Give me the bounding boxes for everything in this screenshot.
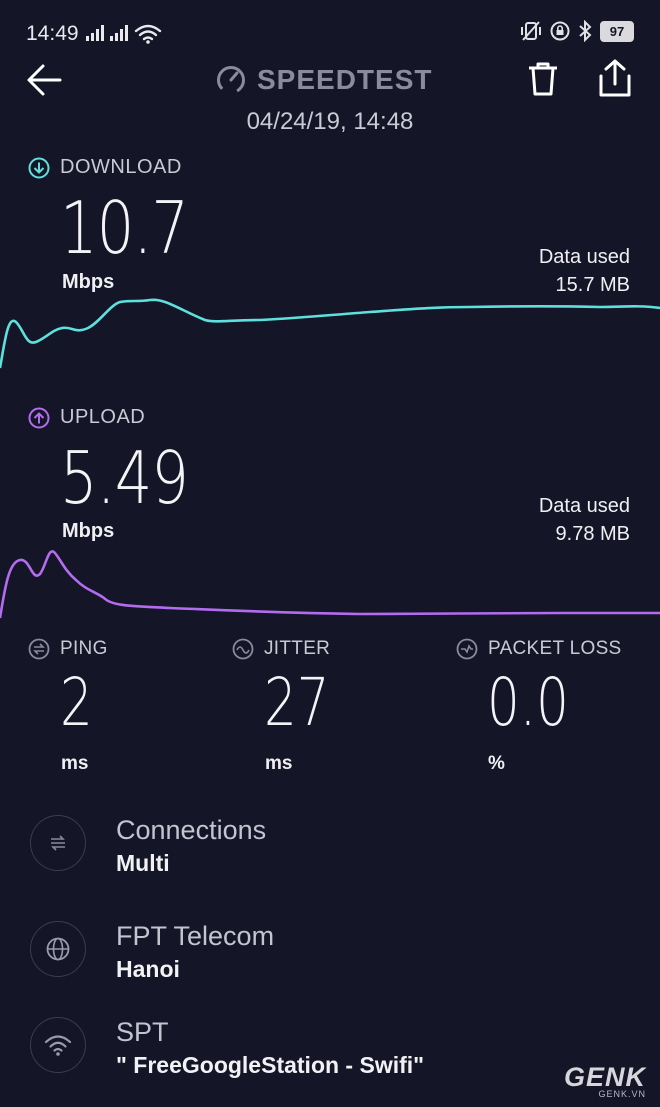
status-time: 14:49 xyxy=(26,22,79,45)
connections-value: Multi xyxy=(116,850,170,876)
watermark-logo: GENK xyxy=(563,1062,646,1092)
upload-label: UPLOAD xyxy=(28,406,145,429)
status-right: 97 xyxy=(520,20,634,42)
download-speed-graph xyxy=(0,298,660,369)
signal-icons xyxy=(86,22,168,49)
connections-row[interactable]: Connections Multi xyxy=(30,815,266,877)
download-label-text: DOWNLOAD xyxy=(60,156,182,178)
status-bar: 14:49 97 xyxy=(0,0,660,64)
battery-icon: 97 xyxy=(600,20,634,42)
jitter-value: 27 xyxy=(264,664,330,741)
provider-value: Hanoi xyxy=(116,956,180,982)
back-arrow-icon xyxy=(27,64,62,96)
connections-title: Connections xyxy=(116,815,267,845)
trash-icon xyxy=(529,62,557,96)
upload-arrow-icon xyxy=(28,407,50,428)
lock-icon xyxy=(550,21,570,41)
globe-icon xyxy=(30,921,86,977)
ping-icon xyxy=(28,638,50,660)
provider-title: FPT Telecom xyxy=(116,921,275,951)
jitter-label-text: JITTER xyxy=(264,638,331,659)
ping-value: 2 xyxy=(60,664,93,741)
ping-unit: ms xyxy=(61,753,89,774)
page-title: SPEEDTEST xyxy=(257,64,433,95)
ping-label: PING xyxy=(28,638,108,660)
network-row[interactable]: SPT " FreeGoogleStation - Swifi" xyxy=(30,1017,424,1079)
delete-button[interactable] xyxy=(526,60,560,98)
upload-speed-graph xyxy=(0,550,660,619)
download-data-used-value: 15.7 MB xyxy=(555,274,630,296)
header-title: SPEEDTEST xyxy=(215,60,432,100)
speedometer-icon xyxy=(217,66,245,94)
download-data-used-label: Data used xyxy=(538,246,630,268)
back-button[interactable] xyxy=(26,62,62,98)
upload-speed: 5.49 xyxy=(60,436,189,520)
download-unit: Mbps xyxy=(62,271,115,293)
packet-loss-icon xyxy=(456,638,478,660)
network-title: SPT xyxy=(116,1017,169,1047)
packet-loss-value: 0.0 xyxy=(487,664,569,741)
share-icon xyxy=(599,59,631,97)
download-data-used: Data used 15.7 MB xyxy=(539,243,630,299)
ping-label-text: PING xyxy=(60,638,108,659)
packet-loss-unit: % xyxy=(488,753,505,774)
share-button[interactable] xyxy=(596,58,634,98)
test-date: 04/24/19, 14:48 xyxy=(246,108,414,135)
upload-data-used: Data used 9.78 MB xyxy=(539,492,630,548)
download-label: DOWNLOAD xyxy=(28,156,182,179)
vibrate-off-icon xyxy=(521,21,541,41)
bluetooth-icon xyxy=(579,20,592,42)
upload-data-used-value: 9.78 MB xyxy=(555,523,630,545)
connections-icon xyxy=(30,815,86,871)
download-arrow-icon xyxy=(28,157,50,178)
upload-unit: Mbps xyxy=(62,520,115,542)
packet-loss-label-text: PACKET LOSS xyxy=(488,638,622,659)
network-value: " FreeGoogleStation - Swifi" xyxy=(116,1052,425,1078)
jitter-label: JITTER xyxy=(232,638,330,660)
upload-data-used-label: Data used xyxy=(538,495,630,517)
upload-label-text: UPLOAD xyxy=(60,406,146,428)
provider-row[interactable]: FPT Telecom Hanoi xyxy=(30,921,274,983)
watermark-url: GENK.VN xyxy=(598,1089,646,1099)
download-speed: 10.7 xyxy=(60,186,189,270)
jitter-icon xyxy=(232,638,254,660)
packet-loss-label: PACKET LOSS xyxy=(456,638,622,660)
wifi-icon xyxy=(30,1017,86,1073)
jitter-unit: ms xyxy=(265,753,293,774)
watermark: GENK GENK.VN xyxy=(564,1062,646,1099)
